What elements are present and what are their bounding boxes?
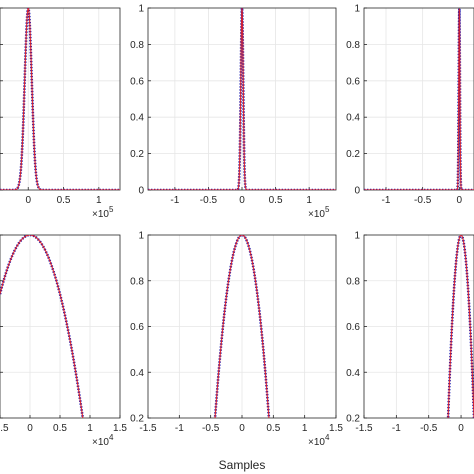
x-tick-label: -1 xyxy=(382,195,391,206)
x-tick-label: -0.5 xyxy=(200,195,218,206)
x-tick-label: -0.5 xyxy=(420,423,438,434)
x-tick-label: 1.5 xyxy=(113,423,127,434)
y-tick-label: 1 xyxy=(138,231,144,242)
x-tick-label: 0 xyxy=(239,423,245,434)
y-tick-label: 0.4 xyxy=(130,368,144,379)
axes-box xyxy=(0,7,121,191)
y-tick-label: 0.8 xyxy=(130,40,144,51)
subplot-5: -1.5 -1 -0.5 0 0.5 1 1.50.20.40.60.81×104 xyxy=(130,231,343,449)
x-tick-label: 0.5 xyxy=(266,423,280,434)
y-tick-label: 0.6 xyxy=(346,76,360,87)
y-tick-label: 0.6 xyxy=(346,322,360,333)
x-exponent-label: ×104 xyxy=(92,433,114,448)
y-tick-label: 0.8 xyxy=(346,276,360,287)
y-tick-label: 0.8 xyxy=(130,276,144,287)
x-exponent-label: ×104 xyxy=(308,433,330,448)
x-tick-label: 0.5 xyxy=(269,195,283,206)
x-tick-label: 0 xyxy=(25,195,31,206)
x-tick-label: 1 xyxy=(96,195,102,206)
x-tick-label: 0.5 xyxy=(53,423,67,434)
series-line-red xyxy=(0,8,120,190)
y-tick-label: 0.2 xyxy=(346,149,360,160)
y-tick-label: 0.2 xyxy=(130,149,144,160)
x-tick-label: -1 xyxy=(392,423,401,434)
x-tick-label: -0.5 xyxy=(0,423,9,434)
x-tick-label: 0 xyxy=(457,195,463,206)
x-tick-label: -0.5 xyxy=(202,423,220,434)
y-tick-label: 0 xyxy=(138,186,144,197)
y-tick-label: 0.2 xyxy=(130,414,144,425)
y-tick-label: 0.8 xyxy=(346,40,360,51)
y-tick-label: 1 xyxy=(354,4,360,15)
y-tick-label: 1 xyxy=(354,231,360,242)
subplot-4: -0.5 0 0.5 1 1.5×104 xyxy=(0,234,127,448)
x-tick-label: 1 xyxy=(306,195,312,206)
x-tick-label: -1.5 xyxy=(355,423,373,434)
series-line-blue xyxy=(0,8,120,190)
y-tick-label: 1 xyxy=(138,4,144,15)
y-tick-label: 0.4 xyxy=(346,368,360,379)
y-tick-label: 0.6 xyxy=(130,76,144,87)
x-tick-label: -1 xyxy=(175,423,184,434)
x-exponent-label: ×105 xyxy=(92,205,114,220)
y-tick-label: 0.4 xyxy=(130,113,144,124)
subplot-6: -1.5 -1 -0.5 0 0.2 0.4 0.6 0.8 1 xyxy=(346,231,474,434)
y-tick-label: 0.4 xyxy=(346,113,360,124)
x-exponent-label: ×105 xyxy=(308,205,330,220)
y-tick-label: 0 xyxy=(354,186,360,197)
x-tick-label: 0.5 xyxy=(57,195,71,206)
x-tick-label: 0 xyxy=(239,195,245,206)
subplot-3: -1 -0.5 0 0 0.2 0.4 0.6 0.8 1 xyxy=(346,4,474,206)
x-tick-label: -1.5 xyxy=(139,423,157,434)
x-tick-label: 0 xyxy=(27,423,33,434)
series-line-red xyxy=(447,235,474,418)
x-tick-label: 1 xyxy=(302,423,308,434)
x-tick-label: 0 xyxy=(458,423,464,434)
x-tick-label: 1 xyxy=(87,423,93,434)
subplot-1: 0 0.5 1×105 xyxy=(0,7,121,220)
x-tick-label: -1 xyxy=(170,195,179,206)
y-tick-label: 0.2 xyxy=(346,414,360,425)
y-tick-label: 0.6 xyxy=(130,322,144,333)
x-axis-label: Samples xyxy=(219,458,266,472)
series-line-red xyxy=(0,235,84,418)
series-line-blue xyxy=(364,8,474,190)
x-tick-label: -0.5 xyxy=(414,195,432,206)
subplot-2: -1 -0.5 0 0.5 100.20.40.60.81×105 xyxy=(130,4,337,220)
x-tick-label: 1.5 xyxy=(329,423,343,434)
